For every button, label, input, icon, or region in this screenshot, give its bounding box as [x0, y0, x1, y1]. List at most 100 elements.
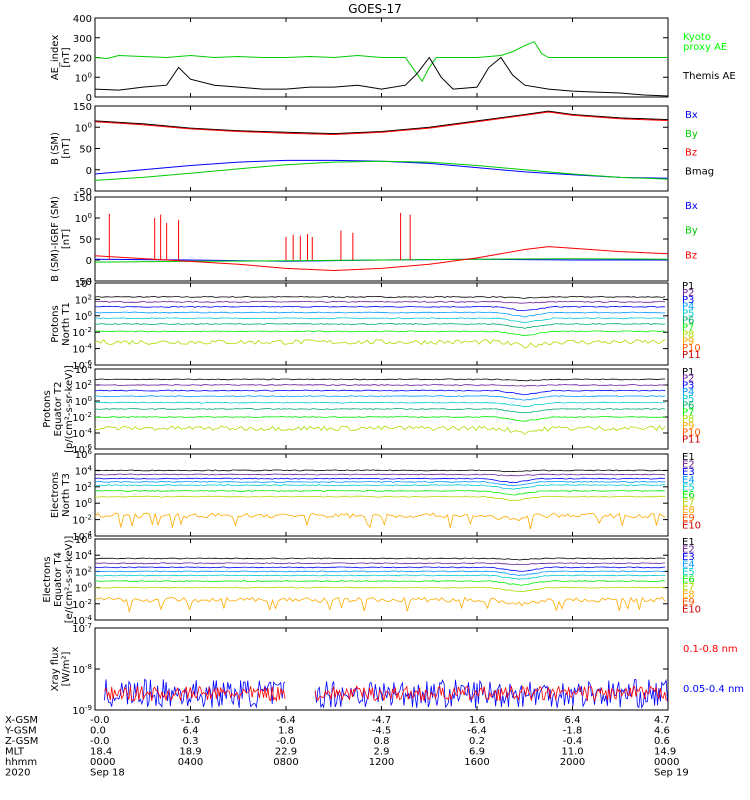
- x-row-value: 4.6: [654, 726, 670, 737]
- y-tick-label: 300: [73, 34, 92, 45]
- x-row-value: 1.8: [278, 726, 294, 737]
- y-tick-label: 10-4: [72, 343, 92, 356]
- series-line: [95, 159, 668, 179]
- y-axis-label: Equator T4: [53, 552, 64, 607]
- x-row-value: 0.0: [90, 726, 106, 737]
- y-tick-label: 50: [79, 145, 92, 156]
- figure-title: GOES-17: [348, 2, 402, 16]
- plot-area: [95, 296, 666, 349]
- legend-entry: P9: [682, 336, 694, 347]
- legend-entry: P5: [682, 394, 694, 405]
- y-tick-label: 150: [73, 193, 92, 204]
- y-axis-label: [W/m²]: [61, 651, 72, 686]
- y-tick-label: 102: [75, 379, 92, 392]
- channel-line: [95, 469, 666, 473]
- legend-entry: P10: [682, 343, 701, 354]
- x-row-value: Sep 18: [90, 768, 125, 779]
- legend-entry: E2: [682, 545, 695, 556]
- legend-entry: E5: [682, 482, 695, 493]
- x-row-value: 0000: [654, 757, 679, 768]
- y-axis-label: [e/(cm²-s-sr-keV)]: [64, 536, 75, 624]
- x-axis-annotation: X-GSM -0.0 -1.6 -6.4 -4.7 1.6 6.4 4.7 Y-GSM 0.0 6.…: [4, 715, 689, 779]
- x-row-label: 2020: [5, 768, 30, 779]
- x-row-value: 0000: [90, 757, 115, 768]
- y-tick-label: 10-7: [72, 622, 92, 635]
- x-row-value: -6.4: [276, 715, 296, 726]
- x-row-value: -4.5: [372, 726, 392, 737]
- plot-area: [95, 41, 668, 97]
- legend-entry: P2: [682, 374, 694, 385]
- legend-entry: Bmag: [685, 166, 714, 177]
- channel-line: [95, 395, 666, 401]
- series-line: [95, 111, 668, 136]
- legend-entry: E4: [682, 560, 695, 571]
- plot-area: [95, 110, 668, 181]
- legend-entry: E10: [682, 605, 701, 616]
- y-tick-label: 106: [75, 448, 93, 461]
- panel-frame: [94, 105, 669, 192]
- x-row-value: -1.6: [181, 715, 201, 726]
- legend-entry: Bz: [685, 250, 697, 261]
- legend-entry: E8: [682, 590, 695, 601]
- plot-area: [95, 557, 666, 612]
- series-line: [95, 160, 668, 181]
- y-tick-label: 0: [86, 256, 92, 267]
- x-row-value: 6.9: [469, 747, 485, 758]
- legend-entry: E1: [682, 537, 695, 548]
- y-tick-label: 100: [75, 71, 92, 84]
- y-tick-label: 104: [75, 277, 93, 290]
- x-row-value: 0400: [178, 757, 203, 768]
- channel-line: [95, 477, 666, 484]
- channel-line: [95, 495, 666, 502]
- channel-line: [95, 570, 666, 576]
- x-row-label: Y-GSM: [4, 726, 37, 737]
- y-axis-label: North T3: [61, 473, 72, 517]
- y-tick-label: 10-6: [72, 443, 92, 456]
- legend-entry: E6: [682, 490, 695, 501]
- legend-entry: P7: [682, 322, 694, 333]
- legend-entry: P8: [682, 329, 694, 340]
- legend-entry: 0.1-0.8 nm: [683, 644, 738, 655]
- series-line: [95, 110, 668, 135]
- channel-line: [95, 330, 666, 337]
- y-tick-label: 200: [73, 54, 92, 65]
- y-tick-label: 50: [79, 235, 92, 246]
- y-axis-label: [nT]: [61, 229, 72, 249]
- x-row-value: 0.8: [374, 736, 390, 747]
- legend-entry: P11: [682, 434, 701, 445]
- plot-area: [95, 469, 666, 530]
- legend-entry: E6: [682, 575, 695, 586]
- y-tick-label: 10-2: [72, 411, 92, 424]
- panel-pe: 10-6 10-4 10-2 100 102 104 Protons Equator T2 [p…: [42, 363, 701, 456]
- legend-entry: P10: [682, 428, 701, 439]
- legend-entry: By: [685, 226, 698, 237]
- x-row-value: 1200: [369, 757, 394, 768]
- x-row-label: MLT: [5, 747, 25, 758]
- channel-line: [95, 401, 666, 408]
- channel-line: [95, 473, 666, 477]
- y-tick-label: 104: [75, 363, 93, 376]
- y-tick-label: 100: [75, 395, 92, 408]
- legend-entry: P5: [682, 309, 694, 320]
- panel-bdiff: -50 0 50 100 150 B (SM)-IGRF (SM) [nT] Bx By Bz: [50, 193, 698, 288]
- channel-line: [95, 489, 666, 496]
- legend-entry: By: [685, 129, 698, 140]
- series-line: [95, 56, 668, 97]
- x-row-value: -6.4: [467, 726, 487, 737]
- y-tick-label: 400: [73, 14, 92, 25]
- x-row-value: -0.0: [276, 736, 296, 747]
- channel-line: [95, 317, 666, 323]
- y-tick-label: 104: [75, 464, 93, 477]
- y-axis-label: AE_index: [50, 35, 61, 81]
- y-tick-label: 100: [75, 121, 92, 134]
- channel-line: [95, 574, 666, 580]
- x-row-value: 4.7: [654, 715, 670, 726]
- y-tick-label: -50: [76, 277, 92, 288]
- legend-entry: E5: [682, 567, 695, 578]
- y-tick-label: -50: [76, 187, 92, 198]
- x-row-value: 18.9: [179, 747, 201, 758]
- plot-area: [104, 678, 668, 709]
